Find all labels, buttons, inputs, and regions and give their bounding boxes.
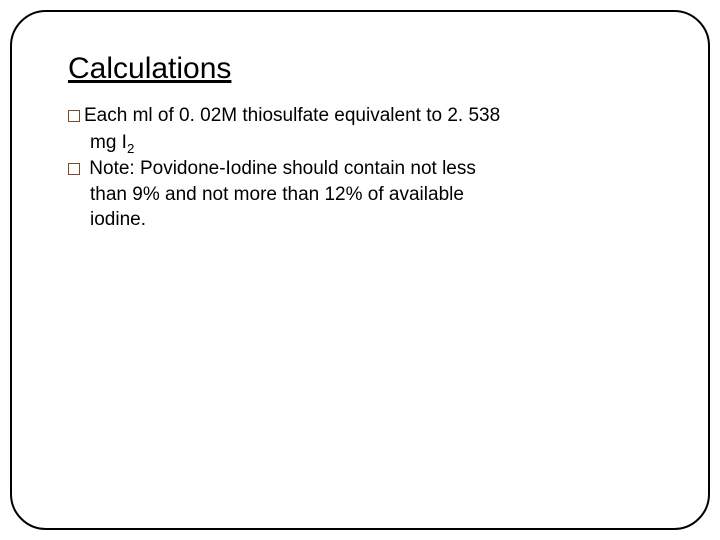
square-bullet-icon <box>68 163 80 175</box>
bullet-item-2-line3: iodine. <box>90 208 660 233</box>
text-line: mg I <box>90 132 127 153</box>
slide-title: Calculations <box>68 52 660 86</box>
bullet-item-2-line1: Note: Povidone-Iodine should contain not… <box>68 157 660 182</box>
slide-content: Each ml of 0. 02M thiosulfate equivalent… <box>68 104 660 233</box>
subscript: 2 <box>127 140 134 155</box>
square-bullet-icon <box>68 110 80 122</box>
bullet-item-2-line2: than 9% and not more than 12% of availab… <box>90 183 660 208</box>
bullet-item-1-line1: Each ml of 0. 02M thiosulfate equivalent… <box>68 104 660 129</box>
text-line: iodine. <box>90 209 146 230</box>
text-line: Each ml of 0. 02M thiosulfate equivalent… <box>84 105 500 126</box>
text-line: than 9% and not more than 12% of availab… <box>90 184 464 205</box>
slide-frame: Calculations Each ml of 0. 02M thiosulfa… <box>10 10 710 530</box>
text-line: Note: Povidone-Iodine should contain not… <box>84 158 476 179</box>
bullet-item-1-line2: mg I2 <box>90 131 660 157</box>
